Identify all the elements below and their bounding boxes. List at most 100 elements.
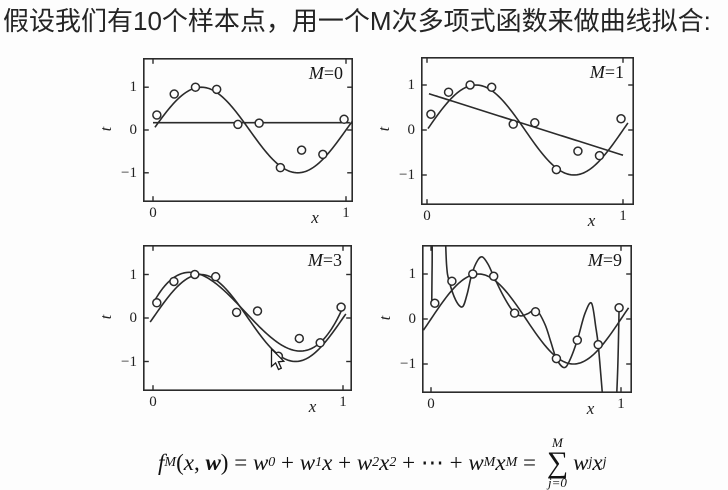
formula-segment: = — [517, 449, 542, 475]
data-point — [616, 114, 626, 124]
data-point — [233, 119, 243, 130]
y-tick-label: −1 — [121, 353, 137, 370]
plot-canvas-m3 — [143, 245, 352, 391]
data-point — [231, 307, 242, 318]
formula-segment: + — [332, 449, 357, 475]
data-point — [509, 308, 520, 318]
curve-fit-M1 — [428, 92, 624, 156]
data-point — [254, 118, 264, 128]
x-tick-label: 1 — [619, 208, 627, 224]
formula-segment: w — [205, 449, 221, 475]
formula-segment: f — [158, 449, 165, 475]
formula-segment: x — [183, 449, 194, 475]
x-tick-label: 0 — [423, 208, 431, 224]
panel-title-m0: M=0 — [308, 63, 343, 83]
data-point — [530, 307, 541, 317]
formula-segment: ( — [176, 449, 184, 475]
data-point — [252, 306, 263, 316]
panel-title-m3: M=3 — [307, 250, 342, 270]
x-tick-label: 1 — [617, 396, 625, 412]
data-point — [594, 150, 605, 161]
x-tick-label: 1 — [339, 394, 347, 410]
formula-segment: x — [322, 449, 333, 475]
plot-canvas-m1 — [421, 57, 634, 205]
plot-panel-m3: 1 0 −1 0 1 t x M=3 — [98, 245, 352, 416]
formula-segment: w — [252, 449, 269, 475]
plot-panel-m9: 1 0 −1 0 1 t x M=9 — [377, 245, 632, 418]
summation-symbol: M ∑ j=0 — [546, 435, 569, 490]
y-axis-label: t — [98, 126, 116, 132]
data-point — [447, 276, 457, 286]
data-point — [430, 298, 440, 308]
data-point — [296, 145, 307, 155]
data-point — [152, 298, 162, 308]
x-axis-label: x — [586, 399, 595, 418]
y-tick-label: 0 — [407, 122, 416, 138]
data-point — [530, 118, 540, 128]
data-point — [465, 80, 475, 90]
formula-segment: x — [592, 449, 603, 475]
plot-panel-m1: 1 0 −1 0 1 t x M=1 — [376, 57, 634, 230]
data-point — [318, 149, 328, 160]
data-point — [614, 303, 624, 313]
x-tick-label: 0 — [149, 205, 157, 221]
data-point — [488, 271, 499, 281]
formula-segment: w — [356, 449, 373, 475]
data-point — [294, 333, 305, 344]
y-tick-label: 0 — [129, 310, 138, 326]
panel-title-m9: M=9 — [587, 250, 622, 270]
x-axis-label: x — [311, 208, 319, 227]
curve-true-sine — [422, 273, 630, 365]
x-axis-label: x — [308, 397, 317, 416]
x-tick-label: 1 — [342, 205, 350, 221]
curve-fit-M3 — [152, 271, 344, 352]
data-point — [190, 82, 201, 92]
data-point — [426, 109, 436, 119]
y-tick-label: −1 — [400, 356, 416, 372]
data-point — [336, 302, 346, 312]
plot-panel-m0: 1 0 −1 0 1 t x M=0 — [98, 58, 353, 227]
data-point — [190, 269, 200, 280]
data-point — [211, 84, 222, 95]
x-axis-label: x — [587, 211, 596, 230]
data-point — [593, 339, 603, 350]
curve-true-sine — [154, 86, 353, 174]
y-tick-label: 1 — [408, 266, 417, 282]
formula-segment: + ⋯ + — [396, 449, 469, 475]
formula-segment: ) = — [220, 449, 253, 475]
page-title: 假设我们有10个样本点，用一个M次多项式函数来做曲线拟合: — [3, 6, 711, 36]
plot-canvas-m9 — [422, 245, 632, 393]
data-point — [169, 276, 179, 287]
y-tick-label: 1 — [407, 77, 416, 93]
x-tick-label: 0 — [427, 396, 435, 412]
y-tick-label: 1 — [129, 79, 138, 96]
data-point — [551, 164, 562, 175]
data-point — [339, 114, 349, 125]
mouse-cursor — [270, 348, 286, 371]
y-tick-label: 1 — [129, 266, 138, 283]
data-point — [573, 146, 583, 156]
x-tick-label: 0 — [149, 394, 157, 410]
data-point — [315, 338, 325, 348]
y-tick-label: 0 — [129, 122, 138, 138]
y-axis-label: t — [376, 126, 394, 132]
y-axis-label: t — [377, 315, 395, 321]
formula-segment: , — [193, 449, 206, 475]
data-point — [468, 269, 478, 279]
panel-title-m1: M=1 — [589, 62, 624, 82]
data-point — [275, 162, 286, 173]
y-tick-label: −1 — [399, 167, 415, 183]
formula-segment: x — [495, 449, 506, 475]
y-tick-label: 0 — [408, 311, 417, 327]
formula-segment: x — [379, 449, 390, 475]
data-point — [443, 87, 454, 97]
data-point — [572, 335, 583, 345]
y-axis-label: t — [98, 314, 116, 320]
y-tick-label: −1 — [121, 164, 137, 181]
formula-segment: w — [573, 449, 589, 475]
curve-true-sine — [427, 84, 629, 176]
curve-true-sine — [149, 273, 347, 363]
plot-canvas-m0 — [143, 58, 353, 202]
formula-segment: w — [468, 449, 484, 475]
